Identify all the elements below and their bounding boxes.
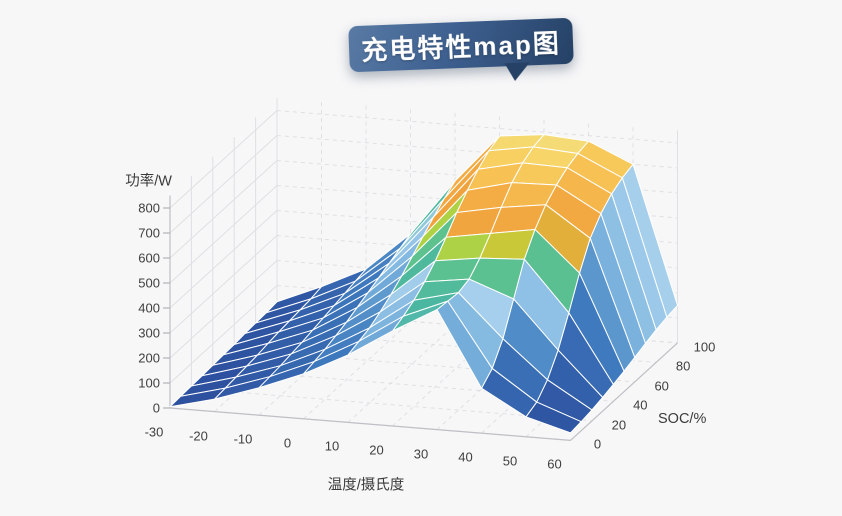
x-tick-label: 30	[413, 446, 429, 462]
soc-tick-label: 60	[654, 378, 669, 394]
soc-tick-label: 40	[633, 397, 648, 413]
z-tick-label: 300	[138, 325, 160, 341]
x-tick-label: 10	[324, 438, 340, 454]
x-tick-label: 20	[369, 442, 384, 458]
z-tick-label: 600	[138, 250, 160, 266]
soc-tick-label: 80	[675, 358, 691, 374]
soc-axis-title: SOC/%	[658, 411, 707, 427]
z-tick-label: 700	[138, 225, 160, 241]
x-tick-label: 50	[502, 453, 518, 469]
z-tick-label: 200	[138, 350, 160, 366]
page-title: 充电特性map图	[360, 27, 562, 66]
x-axis-title: 温度/摄氏度	[327, 477, 405, 494]
x-tick-label: 0	[283, 435, 292, 451]
z-tick-label: 500	[138, 275, 160, 291]
z-tick-label: 800	[138, 200, 160, 216]
soc-tick-label: 100	[693, 339, 716, 355]
x-tick-label: -30	[144, 424, 164, 440]
title-badge: 充电特性map图	[348, 17, 574, 73]
x-tick-label: 60	[547, 456, 562, 472]
soc-tick-label: 0	[593, 436, 602, 452]
x-tick-label: -20	[189, 428, 208, 444]
z-tick-label: 0	[152, 400, 160, 416]
z-tick-label: 100	[138, 375, 160, 391]
x-tick-label: -10	[233, 431, 253, 447]
z-tick-label: 400	[138, 300, 160, 316]
x-tick-label: 40	[458, 449, 473, 465]
soc-tick-label: 20	[611, 417, 627, 433]
z-axis-title: 功率/W	[125, 173, 172, 190]
